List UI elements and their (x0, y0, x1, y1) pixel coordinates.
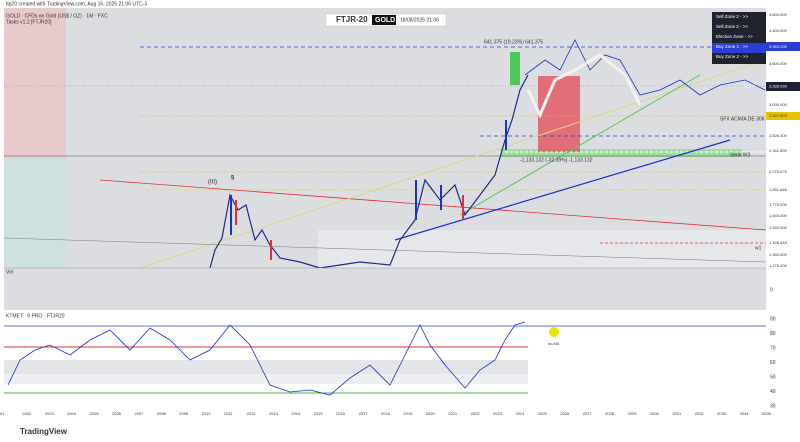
symbol-info: GOLD · CFDs on Gold (US$ / OZ) · 1M · FX… (6, 13, 108, 19)
year-label: 2014 (291, 411, 301, 416)
price-label: 1,770.000 (769, 202, 788, 207)
wave-label: 5 (231, 176, 235, 182)
price-label: 1,275.000 (769, 263, 788, 268)
oscillator-axis-label: 80 (770, 331, 776, 337)
price-label: 1,350.000 (769, 252, 788, 257)
footer-brand: TradingView (20, 427, 68, 436)
price-label: 3,600.000 (769, 61, 788, 66)
zone-item[interactable]: Buy Zone 1 - >> (716, 44, 749, 49)
price-label: 1,426.445 (769, 240, 788, 245)
oscillator-label: KTMET · 9 PRO · FTJR20 (6, 313, 65, 319)
oscillator-axis-label: 40 (770, 389, 776, 395)
gain-label: 641.375 (19.23%) 641.375 (484, 39, 543, 45)
year-label: 2009 (179, 411, 189, 416)
volume-axis: 0 (770, 287, 773, 293)
oscillator-axis-label: 90 (770, 316, 776, 322)
year-label: 2026 (560, 411, 570, 416)
year-label: 2020 (426, 411, 436, 416)
year-label: 2003 (45, 411, 55, 416)
badge-symbol: GOLD (375, 17, 395, 24)
price-label: 2,341.890 (769, 148, 788, 153)
year-label: 2008 (157, 411, 167, 416)
price-label: 4,400.000 (769, 28, 788, 33)
year-label: 2023 (493, 411, 503, 416)
oscillator-axis-label: 30 (770, 403, 776, 409)
main-pane (4, 8, 766, 268)
year-label: 2028 (605, 411, 615, 416)
price-label: 3,000.000 (769, 102, 788, 107)
zone-panel (712, 12, 766, 64)
year-label: 2031 (672, 411, 682, 416)
wave-label: (III) (208, 180, 217, 186)
year-label: 2021 (448, 411, 458, 416)
year-label: 2007 (134, 411, 144, 416)
zone-item[interactable]: Election Zone - >> (716, 34, 753, 39)
oscillator-axis-label: 70 (770, 345, 776, 351)
price-label: 3,963.200 (769, 44, 788, 49)
year-label: 2032 (695, 411, 705, 416)
oscillator-note: no-NA (548, 341, 560, 346)
year-label: 2019 (403, 411, 413, 416)
price-label: 2,827.503 (769, 113, 788, 118)
year-label: 2015 (314, 411, 324, 416)
price-label: 1,891.846 (769, 187, 788, 192)
year-label: 2002 (22, 411, 32, 416)
current-symbol: GOLD (744, 83, 755, 88)
year-label: 2033 (717, 411, 727, 416)
badge-date: 18/08/2025 21:06 (400, 17, 439, 23)
wave-label: w1 (755, 245, 762, 251)
year-label: 2013 (269, 411, 279, 416)
loss-label: -1,133.132 (-32.39%) -1,133.132 (520, 157, 593, 163)
note: SFX ACIMA DE 30K (720, 116, 766, 122)
credit: ttp20 created with TradingView.com, Aug … (6, 1, 147, 7)
price-label: 3,338.930 (769, 84, 788, 89)
year-label: 2011 (224, 411, 233, 416)
oscillator-axis-label: 50 (770, 374, 776, 380)
volume-label: Vol (6, 269, 13, 275)
year-label: 2018 (381, 411, 391, 416)
year-label: 01 (0, 411, 5, 416)
indicator-name: Tasks v1.2 [FTJR20] (6, 19, 52, 25)
price-label: 1,540.000 (769, 225, 788, 230)
year-label: 2034 (740, 411, 750, 416)
year-label: 2022 (471, 411, 481, 416)
year-label: 2027 (583, 411, 593, 416)
year-label: 2016 (336, 411, 346, 416)
year-label: 2012 (247, 411, 257, 416)
badge-name: FTJR-20 (336, 15, 368, 24)
year-label: 2004 (67, 411, 77, 416)
price-label: 2,526.400 (769, 133, 788, 138)
zone-item[interactable]: Sell Zone 2 - >> (716, 24, 748, 29)
year-label: 2024 (515, 411, 525, 416)
year-label: 2005 (90, 411, 100, 416)
oscillator-axis-label: 60 (770, 360, 776, 366)
wave-label: Semi W3 (730, 152, 751, 158)
price-label: 4,800.000 (769, 12, 788, 17)
year-label: 2025 (538, 411, 548, 416)
zone-item[interactable]: Sell Zone 2 - >> (716, 14, 748, 19)
year-label: 2035 (762, 411, 772, 416)
volume-pane (4, 268, 766, 310)
price-label: 1,645.000 (769, 213, 788, 218)
year-label: 2029 (628, 411, 638, 416)
zone-item[interactable]: Buy Zone 2 - >> (716, 54, 749, 59)
year-label: 2006 (112, 411, 122, 416)
year-label: 2010 (202, 411, 212, 416)
year-label: 2030 (650, 411, 660, 416)
price-label: 2,075.676 (769, 169, 788, 174)
year-label: 2017 (359, 411, 369, 416)
